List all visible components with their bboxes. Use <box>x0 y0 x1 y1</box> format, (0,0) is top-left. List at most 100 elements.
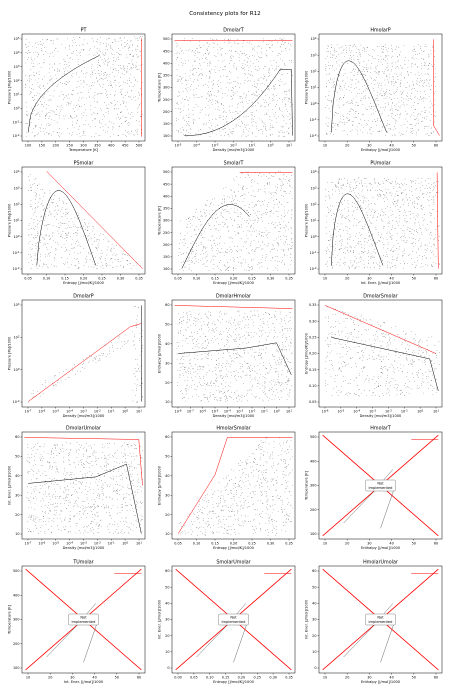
grid-point <box>251 114 253 115</box>
grid-point <box>423 220 424 222</box>
grid-point <box>40 242 41 243</box>
grid-point <box>49 53 51 55</box>
grid-point <box>240 263 242 265</box>
grid-point <box>65 214 67 215</box>
grid-point <box>270 210 271 212</box>
grid-point <box>41 110 43 112</box>
grid-point <box>198 130 199 132</box>
grid-point <box>31 91 33 93</box>
grid-point <box>252 112 253 113</box>
grid-point <box>83 80 85 81</box>
grid-point <box>340 185 342 186</box>
grid-point <box>99 84 101 86</box>
grid-point <box>239 54 240 56</box>
grid-point <box>79 91 81 93</box>
grid-point <box>105 260 106 261</box>
grid-point <box>241 53 243 54</box>
grid-point <box>258 88 259 90</box>
grid-point <box>414 49 416 50</box>
grid-point <box>237 216 239 217</box>
grid-point <box>89 259 91 260</box>
grid-point <box>341 248 342 249</box>
grid-point <box>129 78 131 79</box>
grid-point <box>34 79 36 81</box>
grid-point <box>281 39 283 40</box>
grid-point <box>70 57 71 58</box>
grid-point <box>325 188 326 190</box>
grid-point <box>106 77 107 79</box>
grid-point <box>118 259 119 260</box>
grid-point <box>35 266 37 268</box>
grid-point <box>350 84 352 86</box>
grid-point <box>359 54 361 56</box>
grid-point <box>380 189 381 191</box>
grid-point <box>111 258 113 259</box>
grid-point <box>359 56 361 57</box>
grid-point <box>226 211 227 212</box>
grid-point <box>205 266 206 267</box>
grid-point <box>431 264 432 266</box>
grid-point <box>120 67 121 69</box>
grid-point <box>34 43 36 44</box>
grid-point <box>203 263 205 265</box>
grid-point <box>389 89 390 91</box>
grid-point <box>108 62 109 63</box>
grid-point <box>267 86 268 87</box>
grid-point <box>341 243 342 244</box>
grid-point <box>290 45 292 47</box>
grid-point <box>257 69 259 71</box>
grid-point <box>328 191 329 192</box>
grid-point <box>422 117 424 118</box>
grid-point <box>382 64 383 65</box>
grid-point <box>237 209 238 211</box>
grid-point <box>91 136 92 137</box>
grid-point <box>247 210 248 211</box>
grid-point <box>377 195 378 197</box>
grid-point <box>431 114 432 115</box>
grid-point <box>420 246 421 247</box>
grid-point <box>127 131 129 132</box>
grid-point <box>434 182 436 183</box>
grid-point <box>381 258 383 260</box>
grid-point <box>63 58 65 60</box>
grid-point <box>344 208 345 210</box>
grid-point <box>346 215 348 217</box>
grid-point <box>142 36 143 38</box>
grid-point <box>210 202 212 203</box>
grid-point <box>351 79 353 80</box>
grid-point <box>348 114 350 115</box>
grid-point <box>61 104 62 106</box>
grid-point <box>434 77 436 78</box>
grid-point <box>211 236 213 237</box>
grid-point <box>91 68 92 69</box>
grid-point <box>415 89 417 91</box>
grid-point <box>248 174 249 176</box>
grid-point <box>351 92 353 93</box>
grid-point <box>270 260 272 261</box>
grid-point <box>380 93 382 94</box>
grid-point <box>45 256 46 258</box>
grid-point <box>28 57 29 59</box>
grid-point <box>128 46 130 48</box>
grid-point <box>425 94 426 95</box>
grid-point <box>371 234 373 236</box>
grid-point <box>251 102 253 103</box>
grid-point <box>332 189 333 190</box>
grid-point <box>29 125 30 126</box>
grid-point <box>244 80 246 81</box>
grid-point <box>195 226 197 228</box>
grid-point <box>105 263 107 264</box>
grid-point <box>394 134 395 135</box>
grid-point <box>242 46 243 47</box>
grid-point <box>64 71 65 72</box>
grid-point <box>32 208 33 210</box>
grid-point <box>424 116 426 118</box>
grid-point <box>393 83 395 84</box>
grid-point <box>397 199 398 201</box>
grid-point <box>352 124 354 125</box>
grid-point <box>209 64 210 66</box>
grid-point <box>429 111 430 113</box>
grid-point <box>108 241 110 242</box>
grid-point <box>332 266 333 268</box>
grid-point <box>113 100 115 101</box>
